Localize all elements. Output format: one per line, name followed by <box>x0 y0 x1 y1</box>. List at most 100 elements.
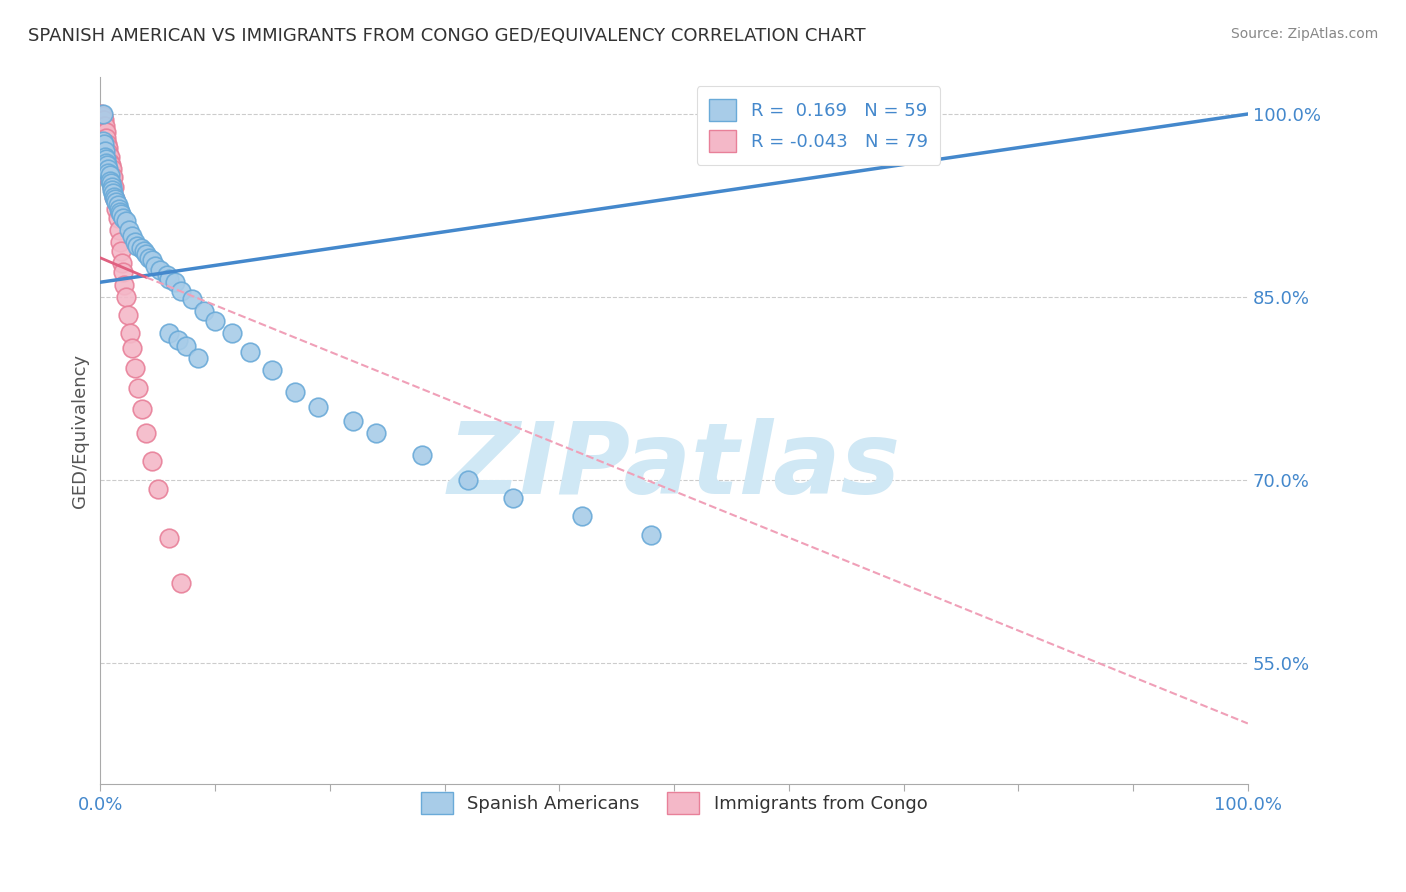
Point <box>193 304 215 318</box>
Point <box>176 338 198 352</box>
Point <box>98 168 121 182</box>
Point <box>571 509 593 524</box>
Point <box>111 256 134 270</box>
Point <box>94 119 117 133</box>
Point <box>97 165 120 179</box>
Point <box>96 168 118 182</box>
Point <box>411 448 433 462</box>
Point <box>100 177 122 191</box>
Point <box>107 198 129 212</box>
Point <box>96 158 118 172</box>
Point <box>170 284 193 298</box>
Text: Source: ZipAtlas.com: Source: ZipAtlas.com <box>1230 27 1378 41</box>
Point <box>364 426 387 441</box>
Point <box>132 244 155 258</box>
Point <box>90 113 112 128</box>
Point <box>640 527 662 541</box>
Point <box>96 144 118 158</box>
Point <box>157 271 180 285</box>
Point <box>93 137 115 152</box>
Point <box>93 150 115 164</box>
Point <box>91 110 114 124</box>
Point <box>94 125 117 139</box>
Point <box>135 247 157 261</box>
Point <box>96 155 118 169</box>
Point <box>138 251 160 265</box>
Point <box>204 314 226 328</box>
Point <box>90 119 112 133</box>
Point <box>93 125 115 139</box>
Point <box>94 137 117 152</box>
Point <box>101 161 124 176</box>
Point <box>107 211 129 225</box>
Point <box>112 211 135 225</box>
Point <box>97 165 120 179</box>
Point <box>105 202 128 216</box>
Point <box>187 351 209 365</box>
Point <box>104 192 127 206</box>
Point <box>127 381 149 395</box>
Point <box>101 170 124 185</box>
Point <box>98 155 121 169</box>
Point <box>100 165 122 179</box>
Point <box>107 223 129 237</box>
Point <box>141 253 163 268</box>
Point <box>98 161 121 176</box>
Point <box>103 180 125 194</box>
Point <box>145 260 167 274</box>
Point <box>97 153 120 168</box>
Point <box>110 207 132 221</box>
Point <box>93 113 115 128</box>
Point <box>120 326 142 341</box>
Point <box>157 326 180 341</box>
Point <box>100 174 122 188</box>
Point <box>93 137 115 152</box>
Point <box>98 150 121 164</box>
Text: SPANISH AMERICAN VS IMMIGRANTS FROM CONGO GED/EQUIVALENCY CORRELATION CHART: SPANISH AMERICAN VS IMMIGRANTS FROM CONG… <box>28 27 866 45</box>
Point <box>94 168 117 182</box>
Point <box>91 113 114 128</box>
Point <box>90 110 112 124</box>
Point <box>94 150 117 164</box>
Point <box>96 161 118 176</box>
Point <box>94 150 117 164</box>
Point <box>105 194 128 209</box>
Point <box>91 107 114 121</box>
Point <box>93 119 115 133</box>
Point <box>146 483 169 497</box>
Point <box>170 576 193 591</box>
Point <box>97 158 120 172</box>
Point <box>97 146 120 161</box>
Point <box>307 400 329 414</box>
Point <box>94 131 117 145</box>
Point <box>98 174 121 188</box>
Point <box>107 202 129 216</box>
Point <box>94 144 117 158</box>
Point <box>91 137 114 152</box>
Point <box>131 402 153 417</box>
Point <box>124 360 146 375</box>
Point <box>98 170 121 185</box>
Point <box>97 170 120 185</box>
Point <box>114 277 136 292</box>
Point <box>101 180 124 194</box>
Y-axis label: GED/Equivalency: GED/Equivalency <box>72 354 89 508</box>
Point <box>167 333 190 347</box>
Point <box>96 150 118 164</box>
Point <box>221 326 243 341</box>
Point <box>121 228 143 243</box>
Point <box>101 180 124 194</box>
Point <box>112 265 135 279</box>
Legend: Spanish Americans, Immigrants from Congo: Spanish Americans, Immigrants from Congo <box>409 781 938 825</box>
Point <box>104 192 127 206</box>
Point <box>94 155 117 169</box>
Point <box>149 263 172 277</box>
Point <box>101 170 124 185</box>
Point <box>94 155 117 169</box>
Point <box>262 363 284 377</box>
Point <box>118 223 141 237</box>
Point <box>108 204 131 219</box>
Point <box>91 125 114 139</box>
Point <box>93 131 115 145</box>
Point <box>124 235 146 249</box>
